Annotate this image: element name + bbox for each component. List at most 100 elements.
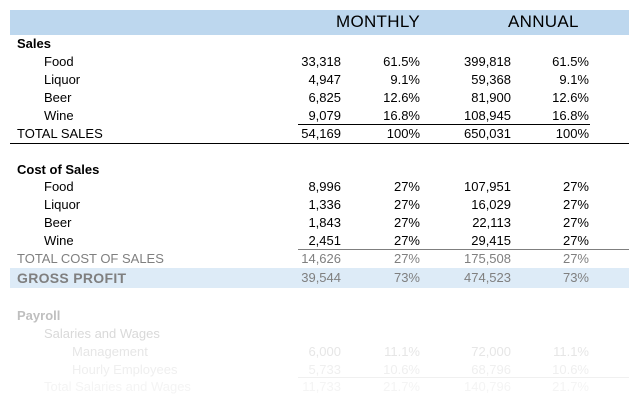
table-row: Liquor 4,947 9.1% 59,368 9.1% <box>0 71 634 89</box>
row-label: TOTAL COST OF SALES <box>17 251 164 266</box>
annual-pct: 12.6% <box>552 90 589 105</box>
cost-section-title-row: Cost of Sales <box>0 161 634 179</box>
gross-profit-label: GROSS PROFIT <box>17 270 127 286</box>
payroll-total-rule <box>298 377 629 378</box>
annual-value: 22,113 <box>472 215 511 230</box>
table-row: Beer 6,825 12.6% 81,900 12.6% <box>0 89 634 107</box>
annual-value: 59,368 <box>471 72 511 87</box>
monthly-pct: 27% <box>393 215 420 230</box>
monthly-pct: 27% <box>393 197 420 212</box>
annual-pct: 73% <box>562 270 589 285</box>
annual-pct: 10.6% <box>552 362 589 377</box>
annual-pct: 21.7% <box>552 379 589 394</box>
annual-value: 81,900 <box>471 90 511 105</box>
annual-value: 108,945 <box>464 108 511 123</box>
table-row: Management 6,000 11.1% 72,000 11.1% <box>0 343 634 361</box>
monthly-pct: 12.6% <box>383 90 420 105</box>
monthly-value: 33,318 <box>301 54 341 69</box>
monthly-value: 2,451 <box>308 233 341 248</box>
row-label: Food <box>44 179 74 194</box>
annual-header: ANNUAL <box>508 12 579 31</box>
annual-value: 650,031 <box>464 126 511 141</box>
row-label: TOTAL SALES <box>17 126 103 141</box>
monthly-pct: 9.1% <box>390 72 420 87</box>
monthly-value: 14,626 <box>301 251 341 266</box>
annual-pct: 27% <box>562 233 589 248</box>
monthly-pct: 16.8% <box>383 108 420 123</box>
cost-total-rule <box>298 249 629 250</box>
monthly-pct: 11.1% <box>384 344 420 359</box>
sales-total-row: TOTAL SALES 54,169 100% 650,031 100% <box>0 125 634 143</box>
annual-pct: 27% <box>562 179 589 194</box>
row-label: Food <box>44 54 74 69</box>
table-row: Food 8,996 27% 107,951 27% <box>0 178 634 196</box>
annual-pct: 27% <box>562 215 589 230</box>
monthly-value: 6,825 <box>308 90 341 105</box>
annual-pct: 9.1% <box>559 72 589 87</box>
annual-value: 72,000 <box>471 344 511 359</box>
row-label: Wine <box>44 233 74 248</box>
annual-pct: 11.1% <box>553 344 589 359</box>
gross-profit-band <box>10 268 629 288</box>
table-row: Liquor 1,336 27% 16,029 27% <box>0 196 634 214</box>
annual-pct: 27% <box>562 251 589 266</box>
table-row: Wine 9,079 16.8% 108,945 16.8% <box>0 107 634 125</box>
payroll-subtitle-row: Salaries and Wages <box>0 325 634 343</box>
sales-section-rule <box>10 143 629 144</box>
payroll-title: Payroll <box>17 308 61 323</box>
annual-pct: 61.5% <box>552 54 589 69</box>
table-row: Beer 1,843 27% 22,113 27% <box>0 214 634 232</box>
monthly-value: 1,843 <box>308 215 341 230</box>
table-row: Food 33,318 61.5% 399,818 61.5% <box>0 53 634 71</box>
row-label: Liquor <box>44 72 81 87</box>
row-label: Total Salaries and Wages <box>44 379 191 394</box>
monthly-value: 1,336 <box>308 197 341 212</box>
gross-profit-row: GROSS PROFIT 39,544 73% 474,523 73% <box>0 269 634 287</box>
annual-value: 68,796 <box>471 362 511 377</box>
monthly-value: 9,079 <box>308 108 341 123</box>
column-header-band <box>10 10 629 35</box>
cost-total-row: TOTAL COST OF SALES 14,626 27% 175,508 2… <box>0 250 634 268</box>
monthly-value: 11,733 <box>302 379 341 394</box>
monthly-value: 6,000 <box>308 344 341 359</box>
annual-value: 140,796 <box>464 379 511 394</box>
monthly-pct: 21.7% <box>383 379 420 394</box>
monthly-pct: 100% <box>386 126 420 141</box>
monthly-header: MONTHLY <box>336 12 420 31</box>
monthly-value: 5,733 <box>308 362 341 377</box>
monthly-pct: 27% <box>393 251 420 266</box>
monthly-pct: 27% <box>393 233 420 248</box>
row-label: Liquor <box>44 197 81 212</box>
monthly-pct: 27% <box>393 179 420 194</box>
table-row: Hourly Employees 5,733 10.6% 68,796 10.6… <box>0 361 634 379</box>
cost-of-sales-title: Cost of Sales <box>17 162 100 177</box>
row-label: Wine <box>44 108 74 123</box>
sales-total-rule <box>298 124 590 125</box>
payroll-subtitle: Salaries and Wages <box>44 326 160 341</box>
monthly-value: 39,544 <box>301 270 341 285</box>
row-label: Beer <box>44 215 72 230</box>
monthly-value: 8,996 <box>308 179 341 194</box>
table-row: Wine 2,451 27% 29,415 27% <box>0 232 634 250</box>
monthly-value: 54,169 <box>301 126 341 141</box>
annual-value: 175,508 <box>464 251 511 266</box>
annual-value: 16,029 <box>471 197 511 212</box>
annual-pct: 27% <box>562 197 589 212</box>
monthly-pct: 61.5% <box>383 54 420 69</box>
payroll-title-row: Payroll <box>0 307 634 325</box>
annual-value: 474,523 <box>464 270 511 285</box>
monthly-pct: 73% <box>393 270 420 285</box>
monthly-pct: 10.6% <box>383 362 420 377</box>
annual-pct: 16.8% <box>552 108 589 123</box>
payroll-total-row: Total Salaries and Wages 11,733 21.7% 14… <box>0 378 634 396</box>
annual-pct: 100% <box>555 126 589 141</box>
monthly-value: 4,947 <box>308 72 341 87</box>
annual-value: 107,951 <box>464 179 511 194</box>
sales-section-title-row: Sales <box>0 35 634 53</box>
annual-value: 29,415 <box>471 233 511 248</box>
sales-title: Sales <box>17 36 51 51</box>
row-label: Beer <box>44 90 72 105</box>
row-label: Hourly Employees <box>72 362 178 377</box>
row-label: Management <box>72 344 148 359</box>
